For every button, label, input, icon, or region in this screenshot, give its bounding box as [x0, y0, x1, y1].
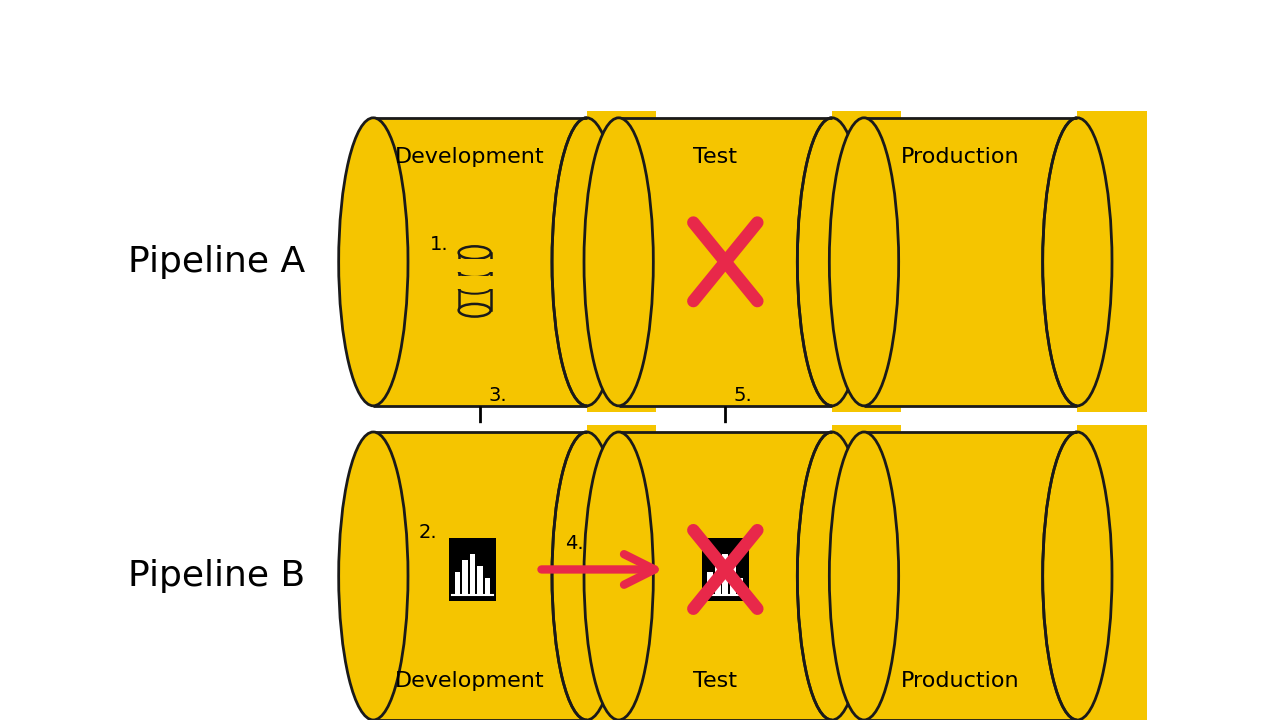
Polygon shape — [586, 112, 657, 413]
Text: 5.: 5. — [733, 386, 753, 405]
Ellipse shape — [458, 304, 490, 317]
Ellipse shape — [829, 432, 899, 720]
Polygon shape — [457, 259, 493, 272]
Text: Development: Development — [394, 671, 544, 691]
Polygon shape — [462, 559, 468, 595]
Ellipse shape — [458, 246, 490, 259]
Polygon shape — [832, 426, 901, 720]
Polygon shape — [457, 276, 493, 289]
Polygon shape — [449, 538, 495, 601]
Polygon shape — [708, 572, 713, 595]
Ellipse shape — [552, 432, 621, 720]
Ellipse shape — [584, 432, 653, 720]
Text: Development: Development — [394, 147, 544, 166]
Polygon shape — [485, 578, 490, 595]
Polygon shape — [618, 432, 832, 720]
Text: 2.: 2. — [419, 523, 438, 542]
Text: Pipeline B: Pipeline B — [128, 559, 305, 593]
Text: Production: Production — [901, 147, 1019, 166]
Text: Pipeline A: Pipeline A — [128, 245, 305, 279]
Polygon shape — [470, 554, 475, 595]
Polygon shape — [701, 538, 749, 601]
Polygon shape — [374, 118, 586, 406]
Ellipse shape — [552, 118, 621, 406]
Ellipse shape — [1043, 432, 1112, 720]
Ellipse shape — [584, 118, 653, 406]
Polygon shape — [454, 572, 461, 595]
Polygon shape — [716, 559, 721, 595]
Polygon shape — [586, 426, 657, 720]
Ellipse shape — [797, 118, 867, 406]
Polygon shape — [864, 118, 1078, 406]
Polygon shape — [864, 432, 1078, 720]
Text: Production: Production — [901, 671, 1019, 691]
Ellipse shape — [339, 432, 408, 720]
Polygon shape — [477, 566, 483, 595]
Text: 4.: 4. — [566, 534, 584, 553]
Polygon shape — [618, 118, 832, 406]
Ellipse shape — [339, 118, 408, 406]
Polygon shape — [1078, 426, 1147, 720]
Text: Test: Test — [692, 671, 737, 691]
Ellipse shape — [829, 118, 899, 406]
Polygon shape — [374, 432, 586, 720]
Text: 1.: 1. — [429, 235, 448, 254]
Ellipse shape — [797, 432, 867, 720]
Text: Test: Test — [692, 147, 737, 166]
Polygon shape — [737, 578, 744, 595]
Text: 3.: 3. — [489, 386, 507, 405]
Polygon shape — [832, 112, 901, 413]
Polygon shape — [458, 253, 490, 310]
Ellipse shape — [1043, 118, 1112, 406]
Polygon shape — [730, 566, 736, 595]
Polygon shape — [722, 554, 728, 595]
Polygon shape — [1078, 112, 1147, 413]
